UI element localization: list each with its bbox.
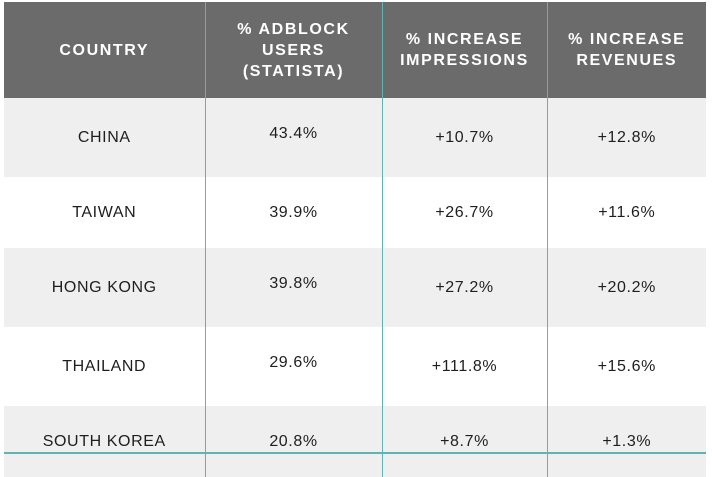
cell-impressions: +27.2% — [381, 248, 548, 327]
header-increase-revenues: % INCREASE REVENUES — [546, 2, 706, 98]
table-row: CHINA 43.4% +10.7% +12.8% — [4, 98, 706, 177]
table-row: TAIWAN 39.9% +26.7% +11.6% — [4, 177, 706, 248]
table-body: CHINA 43.4% +10.7% +12.8% TAIWAN 39.9% +… — [4, 98, 706, 477]
cell-revenues: +15.6% — [546, 327, 706, 406]
cell-revenues: +11.6% — [546, 177, 706, 248]
table-header: COUNTRY % ADBLOCK USERS (STATISTA) % INC… — [4, 2, 706, 98]
table-bottom-border — [4, 452, 706, 454]
cell-adblock: 20.8% — [204, 406, 383, 477]
cell-revenues: +1.3% — [546, 406, 706, 477]
cell-revenues: +20.2% — [546, 248, 706, 327]
cell-country: SOUTH KOREA — [4, 406, 206, 477]
cell-revenues: +12.8% — [546, 98, 706, 177]
cell-adblock: 43.4% — [204, 98, 383, 177]
header-increase-impressions: % INCREASE IMPRESSIONS — [381, 2, 548, 98]
header-country: COUNTRY — [4, 2, 206, 98]
header-row: COUNTRY % ADBLOCK USERS (STATISTA) % INC… — [4, 2, 706, 98]
adblock-impact-table: COUNTRY % ADBLOCK USERS (STATISTA) % INC… — [4, 2, 706, 477]
table-row: HONG KONG 39.8% +27.2% +20.2% — [4, 248, 706, 327]
table-row: THAILAND 29.6% +111.8% +15.6% — [4, 327, 706, 406]
data-table: COUNTRY % ADBLOCK USERS (STATISTA) % INC… — [4, 2, 706, 477]
header-adblock-users: % ADBLOCK USERS (STATISTA) — [204, 2, 383, 98]
cell-country: HONG KONG — [4, 248, 206, 327]
cell-impressions: +8.7% — [381, 406, 548, 477]
cell-adblock: 39.9% — [204, 177, 383, 248]
cell-adblock: 29.6% — [204, 327, 383, 406]
cell-impressions: +26.7% — [381, 177, 548, 248]
cell-impressions: +10.7% — [381, 98, 548, 177]
table-row: SOUTH KOREA 20.8% +8.7% +1.3% — [4, 406, 706, 477]
cell-impressions: +111.8% — [381, 327, 548, 406]
cell-adblock: 39.8% — [204, 248, 383, 327]
cell-country: CHINA — [4, 98, 206, 177]
cell-country: THAILAND — [4, 327, 206, 406]
cell-country: TAIWAN — [4, 177, 206, 248]
